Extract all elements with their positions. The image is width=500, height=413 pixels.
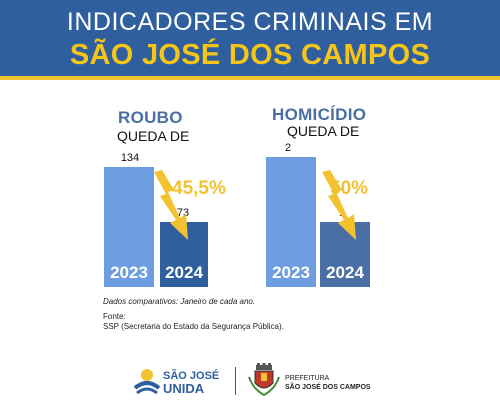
sao-jose-unida-line2: UNIDA: [163, 381, 205, 396]
chart-roubo-title: ROUBO: [118, 108, 183, 127]
chart-homicidio-down-arrow-icon: [322, 170, 356, 240]
chart-roubo-subtitle: QUEDA DE: [117, 128, 190, 144]
chart-roubo-value-2023: 134: [120, 152, 140, 164]
prefeitura-line1: PREFEITURA: [285, 375, 330, 382]
header-title-line1: INDICADORES CRIMINAIS EM: [66, 8, 434, 36]
note-fonte-text: SSP (Secretaria do Estado da Segurança P…: [103, 322, 284, 331]
chart-roubo-down-arrow-icon: [154, 170, 188, 240]
sao-jose-unida-line1: SÃO JOSÉ: [163, 370, 220, 382]
chart-homicidio-bar-2024: 2024: [320, 222, 370, 287]
chart-roubo-bar-2023: 2023: [104, 167, 154, 287]
header-banner: INDICADORES CRIMINAIS EM SÃO JOSÉ DOS CA…: [0, 0, 500, 80]
note-fonte-label: Fonte:: [103, 312, 126, 321]
chart-homicidio-bar-2023: 2023: [266, 157, 316, 287]
footer-divider: [235, 367, 236, 395]
chart-roubo-change-label: 45,5%: [172, 178, 226, 199]
sao-jose-unida-logo-icon: [133, 369, 161, 395]
prefeitura-coat-of-arms-icon: [248, 363, 280, 397]
chart-homicidio-change-label: 50%: [330, 178, 369, 199]
chart-homicidio-bar-label-2023: 2023: [272, 263, 310, 282]
chart-roubo-bar-label-2023: 2023: [110, 263, 148, 282]
chart-homicidio-subtitle: QUEDA DE: [287, 123, 360, 139]
chart-homicidio-title: HOMICÍDIO: [272, 105, 367, 124]
note-comparativos: Dados comparativos: Janeiro de cada ano.: [103, 297, 256, 306]
prefeitura-line2: SÃO JOSÉ DOS CAMPOS: [285, 384, 371, 391]
chart-roubo-bar-label-2024: 2024: [165, 263, 203, 282]
header-title-line2: SÃO JOSÉ DOS CAMPOS: [69, 39, 431, 71]
chart-roubo-bar-2024: 2024: [160, 222, 208, 287]
chart-homicidio-bar-label-2024: 2024: [326, 263, 364, 282]
chart-homicidio-value-2023: 2: [284, 142, 292, 154]
